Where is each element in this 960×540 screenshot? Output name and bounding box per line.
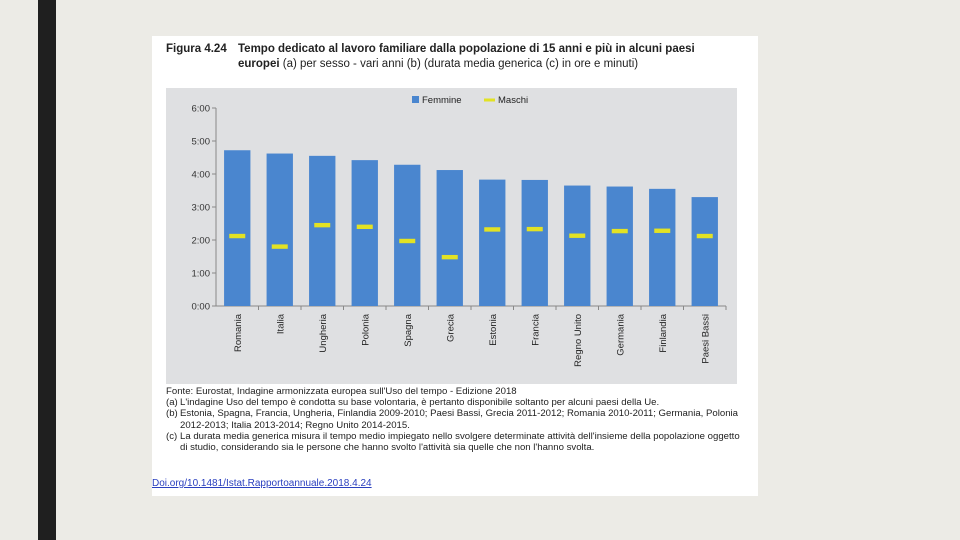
category-label: Polonia [360, 313, 371, 345]
category-label: Spagna [403, 313, 414, 346]
marker-maschi [526, 226, 543, 232]
figure-label: Figura 4.24 [166, 43, 227, 55]
chart-area: 0:00 1:00 2:00 3:00 4:00 5:00 6:00 Romania Itali… [166, 88, 737, 384]
category-label: Ungheria [318, 313, 329, 352]
bar-femmine [351, 160, 378, 306]
figure-caption: Figura 4.24 Tempo dedicato al lavoro fami… [166, 42, 746, 72]
marker-maschi [654, 228, 671, 233]
bar-femmine [521, 179, 548, 306]
bar-femmine [649, 188, 676, 306]
figure-subtitle: (a) per sesso - vari anni (b) (durata me… [279, 58, 639, 70]
y-tick-label: 0:00 [192, 302, 211, 313]
doi-link[interactable]: Doi.org/10.1481/Istat.Rapportoannuale.20… [152, 478, 372, 489]
bar-femmine [479, 179, 506, 306]
category-label: Germania [615, 313, 626, 355]
marker-maschi [696, 233, 713, 239]
bar-femmine [436, 170, 463, 306]
marker-maschi [484, 227, 501, 232]
category-label: Grecia [445, 313, 456, 342]
chart-notes: Fonte: Eurostat, Indagine armonizzata eu… [166, 386, 746, 453]
category-label: Italia [275, 313, 286, 334]
marker-maschi [441, 254, 458, 260]
figure-title-cont: europei [238, 58, 280, 70]
y-tick-label: 1:00 [192, 269, 211, 280]
bar-femmine [606, 186, 633, 306]
legend-maschi-swatch [484, 98, 495, 102]
bar-femmine [394, 164, 421, 306]
marker-maschi [314, 222, 331, 228]
note-b-label: (b) [166, 408, 178, 420]
category-label: Francia [530, 313, 541, 345]
bar-femmine [266, 153, 293, 306]
figure-title: Tempo dedicato al lavoro familiare dalla… [238, 43, 695, 55]
legend-femmine-swatch [412, 96, 419, 103]
bar-femmine [309, 155, 336, 306]
category-label: Romania [233, 313, 244, 352]
marker-maschi [229, 233, 246, 239]
category-label: Paesi Bassi [700, 314, 711, 364]
marker-maschi [271, 244, 288, 249]
marker-maschi [569, 233, 586, 238]
legend-femmine-label: Femmine [422, 95, 462, 106]
note-a-text: L'indagine Uso del tempo è condotta su b… [180, 397, 660, 409]
y-tick-label: 4:00 [192, 170, 211, 181]
bar-chart: 0:00 1:00 2:00 3:00 4:00 5:00 6:00 Romania Itali… [192, 95, 727, 367]
bar-femmine [691, 197, 718, 306]
y-tick-label: 2:00 [192, 236, 211, 247]
note-a-label: (a) [166, 397, 178, 409]
marker-maschi [356, 224, 373, 229]
y-tick-label: 6:00 [192, 104, 211, 115]
marker-maschi [611, 228, 628, 234]
figure-page: Figura 4.24 Tempo dedicato al lavoro fami… [152, 36, 758, 496]
legend-maschi-label: Maschi [498, 95, 528, 106]
source-note: Fonte: Eurostat, Indagine armonizzata eu… [166, 386, 517, 397]
note-b-text: Estonia, Spagna, Francia, Ungheria, Finl… [180, 408, 739, 431]
marker-maschi [399, 238, 416, 244]
y-tick-label: 5:00 [192, 137, 211, 148]
note-c-label: (c) [166, 430, 178, 442]
bar-femmine [564, 185, 591, 306]
category-label: Regno Unito [573, 314, 584, 367]
category-label: Finlandia [658, 313, 669, 352]
bar-femmine [224, 150, 251, 306]
y-tick-label: 3:00 [192, 203, 211, 214]
left-decorative-bar [38, 0, 56, 540]
category-label: Estonia [488, 313, 499, 345]
note-c-text: La durata media generica misura il tempo… [180, 430, 740, 454]
